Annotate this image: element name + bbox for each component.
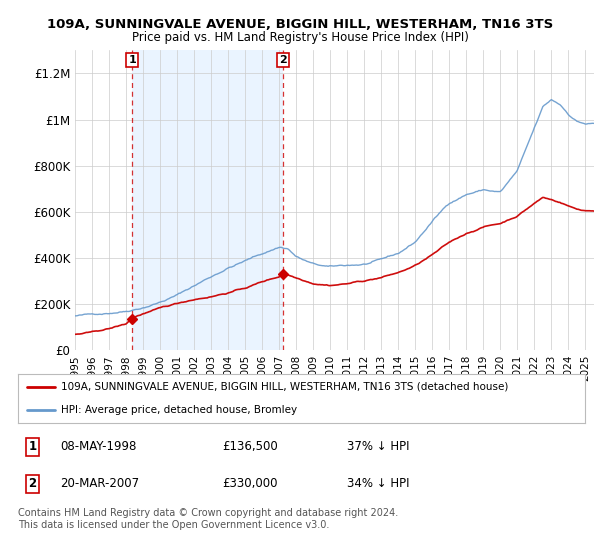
Text: 20-MAR-2007: 20-MAR-2007 xyxy=(61,477,140,490)
Text: 2: 2 xyxy=(279,55,287,65)
Text: 2: 2 xyxy=(28,477,37,490)
Text: 34% ↓ HPI: 34% ↓ HPI xyxy=(347,477,409,490)
Text: HPI: Average price, detached house, Bromley: HPI: Average price, detached house, Brom… xyxy=(61,405,296,416)
Bar xyxy=(133,50,283,350)
Text: £330,000: £330,000 xyxy=(222,477,278,490)
Text: Contains HM Land Registry data © Crown copyright and database right 2024.
This d: Contains HM Land Registry data © Crown c… xyxy=(18,508,398,530)
Text: 109A, SUNNINGVALE AVENUE, BIGGIN HILL, WESTERHAM, TN16 3TS: 109A, SUNNINGVALE AVENUE, BIGGIN HILL, W… xyxy=(47,18,553,31)
Text: 1: 1 xyxy=(28,440,37,453)
Text: 109A, SUNNINGVALE AVENUE, BIGGIN HILL, WESTERHAM, TN16 3TS (detached house): 109A, SUNNINGVALE AVENUE, BIGGIN HILL, W… xyxy=(61,382,508,392)
Text: 08-MAY-1998: 08-MAY-1998 xyxy=(61,440,137,453)
Text: 1: 1 xyxy=(128,55,136,65)
Text: 37% ↓ HPI: 37% ↓ HPI xyxy=(347,440,409,453)
Text: £136,500: £136,500 xyxy=(222,440,278,453)
Text: Price paid vs. HM Land Registry's House Price Index (HPI): Price paid vs. HM Land Registry's House … xyxy=(131,31,469,44)
